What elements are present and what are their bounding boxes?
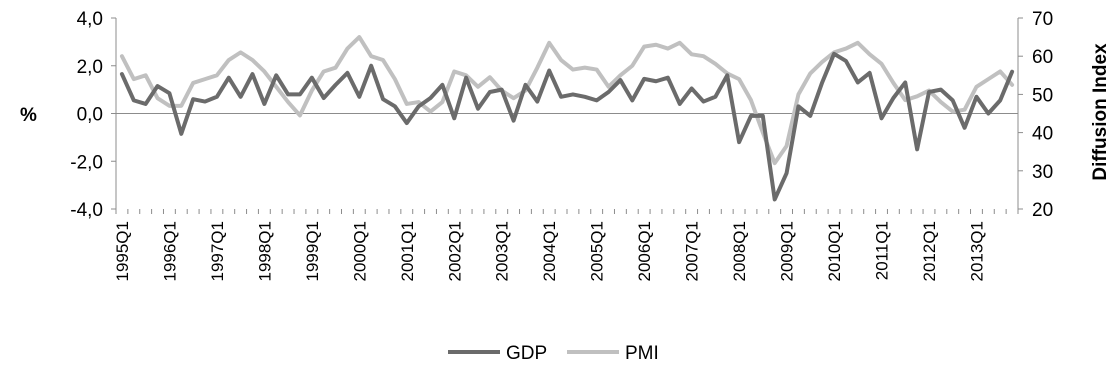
x-tick-label: 2007Q1	[683, 221, 702, 282]
x-tick-label: 2000Q1	[350, 221, 369, 282]
x-tick-label: 2005Q1	[588, 221, 607, 282]
left-axis: -4,0 -2,0 0,0 2,0 4,0	[70, 9, 117, 221]
right-tick-label: 60	[1032, 47, 1053, 68]
x-tick-label: 1998Q1	[255, 221, 274, 282]
series-line-pmi	[119, 35, 1015, 166]
x-tick-label: 2009Q1	[778, 221, 797, 282]
right-tick-label: 20	[1032, 200, 1053, 221]
right-axis-title: Diffusion Index	[1090, 43, 1111, 181]
x-tick-label: 1999Q1	[303, 221, 322, 282]
x-tick-label: 2004Q1	[540, 221, 559, 282]
x-axis: 1995Q1 1996Q1 1997Q1 1998Q1 1999Q1 2000Q1 2001…	[113, 209, 1019, 282]
series-line-gdp	[119, 51, 1015, 202]
left-tick-label: 2,0	[77, 57, 103, 78]
x-tick-label: 1995Q1	[113, 221, 132, 282]
x-tick-label: 2006Q1	[635, 221, 654, 282]
left-tick-label: 0,0	[77, 105, 103, 126]
x-tick-label: 2008Q1	[730, 221, 749, 282]
right-tick-label: 70	[1032, 9, 1053, 30]
right-tick-label: 50	[1032, 85, 1053, 106]
x-tick-label: 2002Q1	[445, 221, 464, 282]
left-tick-label: 4,0	[77, 9, 103, 30]
legend-label-pmi: PMI	[625, 343, 659, 364]
x-tick-label: 2011Q1	[873, 221, 892, 280]
right-axis: 20 30 40 50 60 70	[1017, 9, 1053, 221]
x-tick-label: 1996Q1	[160, 221, 179, 282]
legend-label-gdp: GDP	[506, 343, 547, 364]
legend: GDP PMI	[448, 343, 659, 364]
right-tick-label: 40	[1032, 124, 1053, 145]
x-tick-label: 2012Q1	[920, 221, 939, 282]
right-tick-label: 30	[1032, 162, 1053, 183]
plot-area	[116, 35, 1018, 202]
x-tick-label: 1997Q1	[208, 221, 227, 281]
left-axis-title: %	[20, 105, 37, 126]
x-tick-label: 2003Q1	[493, 221, 512, 282]
x-tick-label: 2001Q1	[398, 221, 417, 282]
x-tick-label: 2013Q1	[967, 221, 986, 282]
left-tick-label: -2,0	[70, 152, 103, 173]
x-tick-label: 2010Q1	[825, 221, 844, 282]
left-tick-label: -4,0	[70, 200, 103, 221]
